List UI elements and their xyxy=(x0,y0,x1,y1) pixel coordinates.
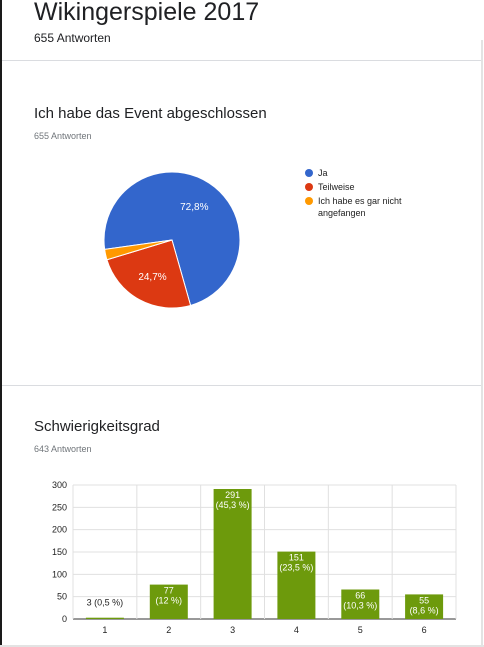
bar-data-label: 66 xyxy=(355,591,365,601)
bar-5 xyxy=(341,589,380,619)
bar-1 xyxy=(85,617,124,619)
form-header: Wikingerspiele 2017 655 Antworten xyxy=(0,0,484,60)
bar-data-label: (12 %) xyxy=(155,596,182,606)
pie-slice-label: 72,8% xyxy=(180,202,208,213)
bar-data-label: (10,3 %) xyxy=(343,601,377,611)
pie-slice-ja xyxy=(103,171,241,307)
bar-data-label: 77 xyxy=(164,586,174,596)
window-left-border xyxy=(0,0,2,647)
question-count-event: 655 Antworten xyxy=(34,131,92,141)
legend-label: Ich habe es gar nicht xyxy=(318,196,402,206)
pie-slice-nicht-angefangen xyxy=(104,239,173,261)
question-count-difficulty: 643 Antworten xyxy=(34,444,92,454)
bar-4 xyxy=(277,551,316,619)
window-bottom-border xyxy=(0,645,484,647)
y-tick-label: 100 xyxy=(52,569,67,579)
y-tick-label: 250 xyxy=(52,502,67,512)
question-title-difficulty: Schwierigkeitsgrad xyxy=(34,418,160,435)
x-tick-label: 4 xyxy=(294,625,299,635)
x-tick-label: 3 xyxy=(230,625,235,635)
y-tick-label: 0 xyxy=(62,614,67,624)
bar-data-label: (45,3 %) xyxy=(216,500,250,510)
bar-data-label: 55 xyxy=(419,595,429,605)
bar-data-label: (23,5 %) xyxy=(279,563,313,573)
x-tick-label: 5 xyxy=(358,625,363,635)
header-divider xyxy=(2,60,481,61)
pie-slice-teilweise xyxy=(106,239,192,309)
form-title: Wikingerspiele 2017 xyxy=(34,0,260,26)
legend-dot xyxy=(305,197,313,205)
section-divider xyxy=(2,385,481,386)
pie-slice-label: 24,7% xyxy=(138,272,166,283)
bar-6 xyxy=(405,594,444,619)
question-title-event: Ich habe das Event abgeschlossen xyxy=(34,105,267,122)
y-tick-label: 150 xyxy=(52,547,67,557)
legend-dot xyxy=(305,183,313,191)
form-response-count: 655 Antworten xyxy=(34,31,111,45)
x-tick-label: 6 xyxy=(422,625,427,635)
y-tick-label: 200 xyxy=(52,525,67,535)
legend-label: angefangen xyxy=(318,208,366,218)
bar-chart-difficulty: 0 50 100 150 200 250 300 3 (0,5 %) 1 77(12 %) 2 291… xyxy=(52,480,457,635)
bar-data-label: 291 xyxy=(225,490,240,500)
bar-2 xyxy=(149,584,188,619)
y-tick-label: 50 xyxy=(57,592,67,602)
y-tick-label: 300 xyxy=(52,480,67,490)
bar-data-label: (8,6 %) xyxy=(410,605,439,615)
bar-data-label: 151 xyxy=(289,553,304,563)
legend-dot xyxy=(305,169,313,177)
bar-data-label: 3 (0,5 %) xyxy=(87,598,124,608)
bar-3 xyxy=(213,489,252,619)
window-right-border xyxy=(481,40,483,647)
pie-chart-event: 72,8% 24,7% Ja Teilweise Ich habe es gar nic… xyxy=(103,168,402,309)
x-tick-label: 1 xyxy=(102,625,107,635)
legend-label: Teilweise xyxy=(318,182,355,192)
legend-label: Ja xyxy=(318,168,328,178)
x-tick-label: 2 xyxy=(166,625,171,635)
